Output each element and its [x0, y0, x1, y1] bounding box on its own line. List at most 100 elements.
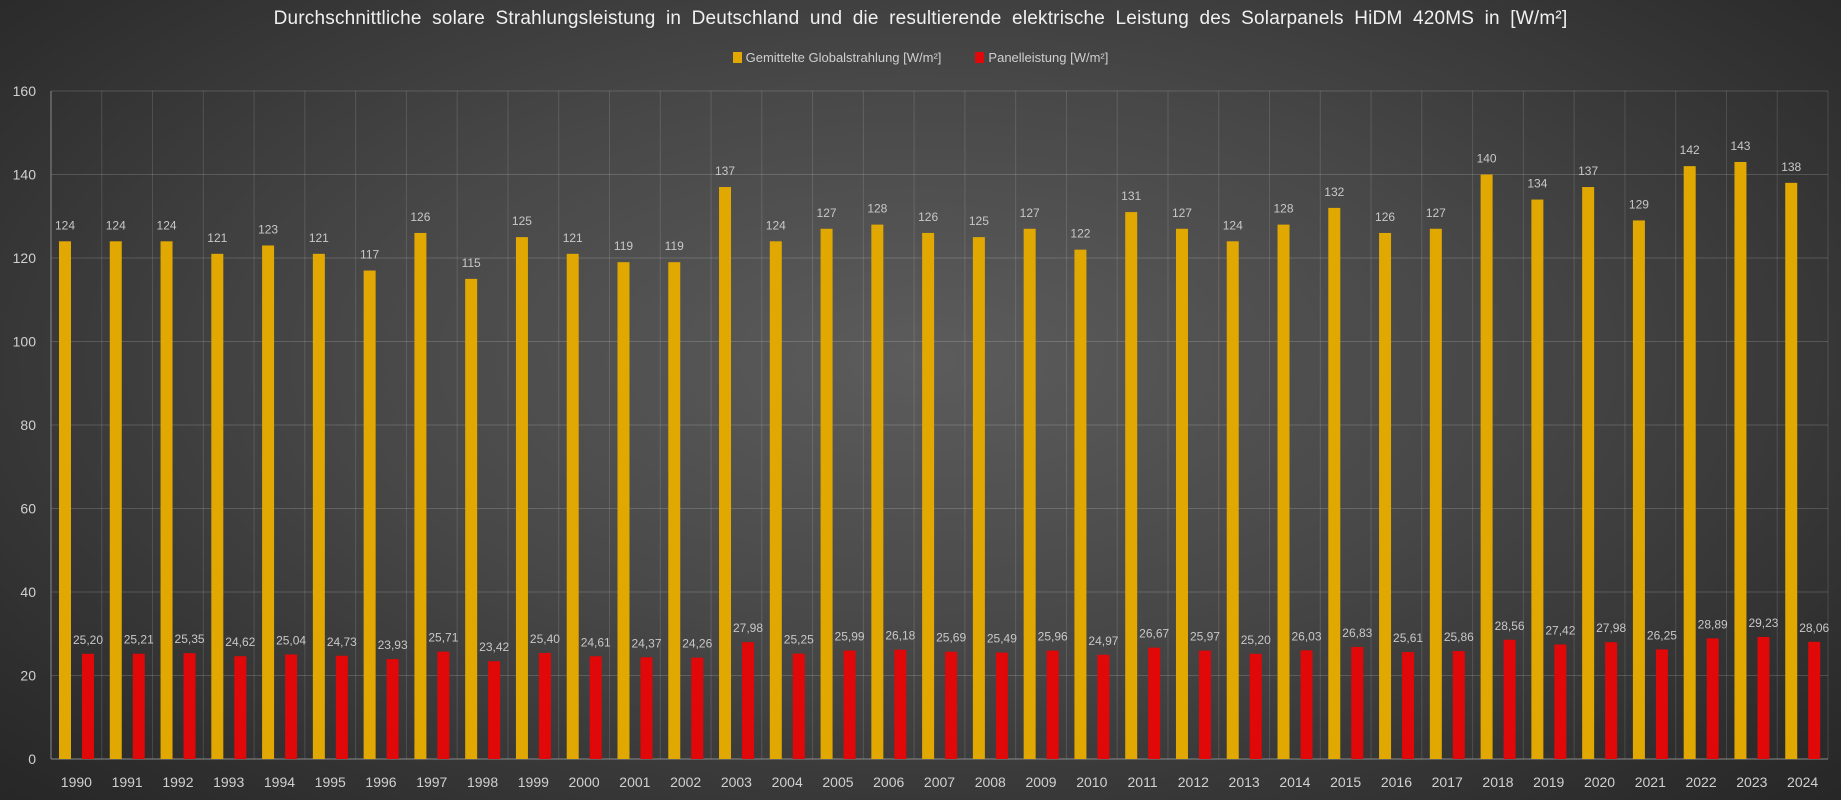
- bar-globalstrahlung: [1226, 241, 1239, 760]
- bar-panelleistung: [1554, 644, 1567, 759]
- legend-label: Panelleistung [W/m²]: [988, 50, 1109, 65]
- x-tick-label: 2019: [1533, 774, 1564, 790]
- bar-globalstrahlung: [1175, 228, 1188, 759]
- data-label: 27,42: [1545, 624, 1575, 638]
- bar-panelleistung: [386, 659, 399, 759]
- bar-panelleistung: [1757, 636, 1770, 759]
- bar-panelleistung: [691, 657, 704, 759]
- bar-globalstrahlung: [922, 232, 935, 759]
- x-tick-label: 1998: [467, 774, 498, 790]
- data-label: 25,69: [936, 631, 966, 645]
- bar-panelleistung: [995, 652, 1008, 759]
- data-label: 125: [969, 214, 989, 228]
- data-label: 25,21: [124, 633, 154, 647]
- bar-globalstrahlung: [262, 245, 275, 760]
- data-label: 124: [766, 218, 786, 232]
- x-tick-label: 2006: [873, 774, 904, 790]
- legend: Gemittelte Globalstrahlung [W/m²] Panell…: [0, 50, 1841, 65]
- x-tick-label: 2008: [975, 774, 1006, 790]
- bar-globalstrahlung: [769, 241, 782, 760]
- bar-globalstrahlung: [515, 237, 528, 759]
- x-tick-label: 1991: [112, 774, 143, 790]
- x-tick-label: 2020: [1584, 774, 1615, 790]
- x-tick-label: 1994: [264, 774, 295, 790]
- data-label: 25,40: [530, 632, 560, 646]
- bar-panelleistung: [1706, 638, 1719, 759]
- bar-panelleistung: [1808, 641, 1821, 759]
- bar-panelleistung: [132, 653, 145, 759]
- data-label: 143: [1730, 139, 1750, 153]
- bar-globalstrahlung: [312, 253, 325, 759]
- legend-item-panelleistung[interactable]: Panelleistung [W/m²]: [975, 50, 1108, 65]
- bar-panelleistung: [1605, 642, 1618, 759]
- data-label: 124: [106, 218, 126, 232]
- data-label: 24,97: [1088, 634, 1118, 648]
- bar-panelleistung: [82, 653, 94, 759]
- y-tick-label: 160: [13, 83, 37, 99]
- bar-panelleistung: [437, 651, 450, 759]
- bar-globalstrahlung: [211, 253, 224, 759]
- bar-panelleistung: [1249, 653, 1262, 759]
- bar-panelleistung: [1198, 650, 1211, 759]
- legend-swatch-red: [975, 52, 985, 63]
- bar-panelleistung: [945, 651, 958, 759]
- data-label: 142: [1680, 143, 1700, 157]
- data-label: 29,23: [1748, 616, 1778, 630]
- x-tick-label: 1990: [61, 774, 92, 790]
- bar-panelleistung: [1351, 646, 1364, 759]
- x-tick-label: 2018: [1482, 774, 1513, 790]
- bar-panelleistung: [538, 652, 551, 759]
- x-tick-label: 1992: [162, 774, 193, 790]
- bar-panelleistung: [1300, 650, 1313, 759]
- data-label: 26,25: [1647, 628, 1677, 642]
- bar-globalstrahlung: [719, 187, 732, 759]
- bar-panelleistung: [285, 654, 298, 759]
- data-label: 121: [207, 231, 227, 245]
- data-label: 134: [1527, 177, 1547, 191]
- data-label: 24,26: [682, 637, 712, 651]
- bar-globalstrahlung: [1023, 228, 1036, 759]
- x-tick-label: 1999: [518, 774, 549, 790]
- data-label: 128: [867, 202, 887, 216]
- data-label: 26,83: [1342, 626, 1372, 640]
- data-label: 119: [665, 239, 684, 253]
- bar-globalstrahlung: [871, 224, 884, 760]
- x-tick-label: 1996: [365, 774, 396, 790]
- y-tick-label: 20: [20, 668, 36, 684]
- data-label: 25,86: [1444, 630, 1474, 644]
- data-label: 25,96: [1038, 630, 1068, 644]
- bar-globalstrahlung: [59, 241, 71, 760]
- data-label: 25,71: [428, 631, 458, 645]
- x-tick-label: 1997: [416, 774, 447, 790]
- bar-globalstrahlung: [1734, 161, 1747, 760]
- bar-panelleistung: [894, 649, 907, 759]
- data-label: 25,20: [73, 633, 103, 647]
- bar-globalstrahlung: [1480, 174, 1493, 759]
- x-tick-label: 2000: [569, 774, 600, 790]
- data-label: 24,73: [327, 635, 357, 649]
- x-tick-label: 1995: [315, 774, 346, 790]
- data-label: 126: [1375, 210, 1395, 224]
- data-label: 131: [1121, 189, 1141, 203]
- data-label: 121: [309, 231, 329, 245]
- bar-panelleistung: [1046, 650, 1059, 759]
- data-label: 128: [1273, 202, 1293, 216]
- bar-panelleistung: [1402, 652, 1415, 759]
- data-label: 25,97: [1190, 630, 1220, 644]
- bar-globalstrahlung: [668, 262, 681, 759]
- bar-panelleistung: [640, 657, 653, 759]
- data-label: 25,20: [1241, 633, 1271, 647]
- x-tick-label: 2022: [1685, 774, 1716, 790]
- y-tick-label: 60: [20, 501, 36, 517]
- data-label: 125: [512, 214, 532, 228]
- bar-globalstrahlung: [1683, 166, 1696, 759]
- bar-panelleistung: [335, 655, 348, 759]
- data-label: 23,42: [479, 640, 509, 654]
- legend-item-globalstrahlung[interactable]: Gemittelte Globalstrahlung [W/m²]: [732, 50, 941, 65]
- data-label: 124: [1223, 218, 1243, 232]
- y-tick-label: 80: [20, 417, 36, 433]
- data-label: 26,18: [885, 629, 915, 643]
- data-label: 129: [1629, 197, 1649, 211]
- bar-panelleistung: [183, 653, 196, 759]
- x-tick-label: 2015: [1330, 774, 1361, 790]
